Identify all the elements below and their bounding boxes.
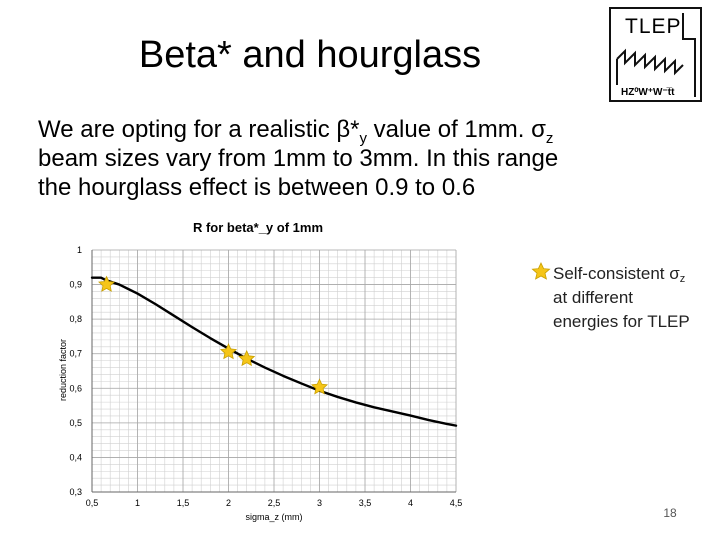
paragraph-line-2: beam sizes vary from 1mm to 3mm. In this… bbox=[38, 145, 559, 172]
series-line-r bbox=[90, 276, 458, 427]
reduction-factor-chart: R for beta*_y of 1mm 0,5 1 1,5 2 2,5 3 3,5 4 4,5… bbox=[58, 220, 462, 522]
page-number: 18 bbox=[663, 506, 677, 520]
x-tick-label: 2,5 bbox=[268, 498, 281, 508]
y-tick-label: 0,6 bbox=[69, 383, 82, 393]
chart-markers bbox=[98, 275, 329, 395]
chart-grid bbox=[91, 249, 457, 493]
chart-axes: 0,5 1 1,5 2 2,5 3 3,5 4 4,5 0,3 0,4 0,5 0,6 0,7 0,8 0,9… bbox=[69, 245, 462, 508]
paragraph-line-1: We are opting for a realistic β*y value … bbox=[38, 116, 554, 147]
data-point-star bbox=[219, 343, 238, 360]
y-tick-label: 0,7 bbox=[69, 349, 82, 359]
data-point-star bbox=[238, 349, 256, 367]
legend-star-icon bbox=[531, 262, 551, 280]
y-tick-label: 1 bbox=[77, 245, 82, 255]
y-tick-label: 0,9 bbox=[69, 280, 82, 290]
chart-legend: Self-consistent σz at different energies… bbox=[553, 262, 720, 334]
x-tick-label: 1,5 bbox=[177, 498, 190, 508]
y-tick-label: 0,8 bbox=[69, 314, 82, 324]
y-tick-label: 0,4 bbox=[69, 452, 82, 462]
logo-name: TLEP bbox=[625, 15, 682, 38]
x-tick-label: 2 bbox=[226, 498, 231, 508]
x-tick-label: 0,5 bbox=[86, 498, 99, 508]
paragraph-line-3: the hourglass effect is between 0.9 to 0… bbox=[38, 174, 476, 201]
y-tick-label: 0,5 bbox=[69, 418, 82, 428]
x-tick-label: 4 bbox=[408, 498, 413, 508]
x-tick-label: 1 bbox=[135, 498, 140, 508]
factory-logo-icon bbox=[616, 13, 696, 97]
chart-series bbox=[90, 276, 458, 427]
x-tick-label: 3 bbox=[317, 498, 322, 508]
x-tick-label: 4,5 bbox=[450, 498, 463, 508]
legend-line-1: Self-consistent σz bbox=[553, 264, 686, 285]
legend-line-3: energies for TLEP bbox=[553, 312, 690, 331]
chart-title: R for beta*_y of 1mm bbox=[193, 220, 323, 235]
x-axis-label: sigma_z (mm) bbox=[245, 512, 302, 522]
data-point-star bbox=[310, 378, 329, 395]
x-tick-label: 3,5 bbox=[359, 498, 372, 508]
tlep-logo: TLEP HZ⁰W⁺W⁻t̅t bbox=[609, 7, 702, 102]
legend-line-2: at different bbox=[553, 288, 634, 307]
y-tick-label: 0,3 bbox=[69, 487, 82, 497]
y-axis-label: reduction factor bbox=[58, 339, 68, 401]
data-point-star bbox=[98, 275, 116, 292]
logo-subtitle: HZ⁰W⁺W⁻t̅t bbox=[621, 87, 675, 98]
description-paragraph: We are opting for a realistic β*y value … bbox=[38, 115, 658, 202]
slide-title: Beta* and hourglass bbox=[138, 34, 482, 76]
